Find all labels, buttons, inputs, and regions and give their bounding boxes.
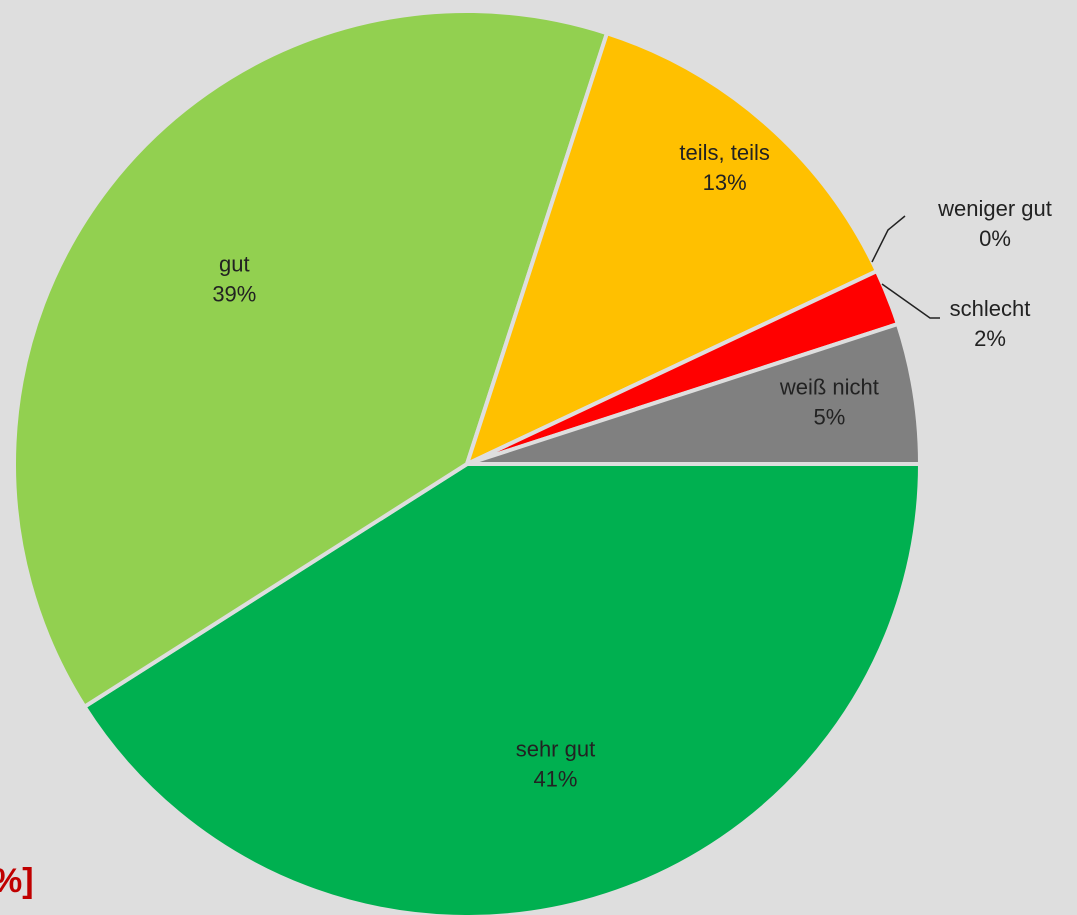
slice-label: weiß nicht [779,375,879,400]
cut-title: %] [0,862,34,900]
slice-value-label: 5% [814,405,846,430]
slice-label: weniger gut [937,196,1052,221]
slice-label: gut [219,252,250,277]
slice-value-label: 0% [979,226,1011,251]
pie-slice [12,9,610,710]
leader-line [881,283,940,319]
slice-label: sehr gut [516,737,596,762]
slice-label: teils, teils [679,140,769,165]
slice-value-label: 39% [212,282,256,307]
slice-value-label: 2% [974,326,1006,351]
slice-value-label: 41% [533,767,577,792]
pie-slice [463,30,880,468]
slice-value-label: 13% [703,170,747,195]
pie-slice [466,321,923,466]
leader-line [871,215,906,263]
pie-slice [81,462,923,915]
slice-label: schlecht [950,296,1031,321]
